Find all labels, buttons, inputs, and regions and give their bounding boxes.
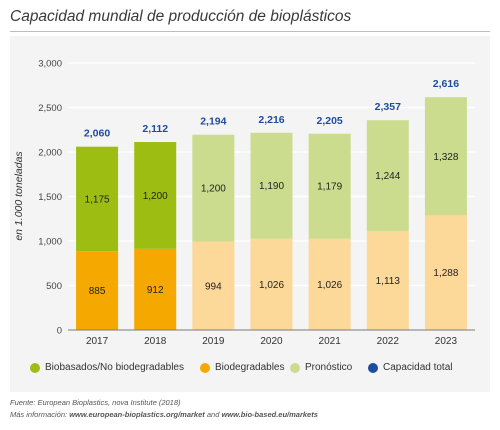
bar-biobased bbox=[192, 134, 235, 242]
data-label-total: 2,357 bbox=[375, 101, 401, 113]
data-label-biodegradables: 1,288 bbox=[433, 268, 458, 279]
chart-title: Capacidad mundial de producción de biopl… bbox=[10, 8, 352, 25]
legend-label: Capacidad total bbox=[383, 362, 453, 373]
title-divider bbox=[10, 31, 490, 32]
x-tick-label: 2020 bbox=[260, 336, 283, 347]
data-label-biobased: 1,190 bbox=[259, 181, 284, 192]
y-tick-label: 1,000 bbox=[38, 237, 62, 248]
bar-biodegradables bbox=[424, 215, 467, 330]
bar-biobased bbox=[76, 146, 119, 252]
bar-biobased bbox=[308, 133, 351, 239]
source-note: Fuente: European Bioplastics, nova Insti… bbox=[10, 398, 181, 407]
data-label-biodegradables: 885 bbox=[89, 286, 106, 297]
bar-biobased bbox=[424, 97, 467, 216]
legend-label: Biodegradables bbox=[215, 362, 285, 373]
y-tick-label: 500 bbox=[46, 281, 62, 292]
data-label-biodegradables: 912 bbox=[147, 285, 164, 296]
bar-biobased bbox=[250, 132, 293, 239]
data-label-biodegradables: 1,113 bbox=[376, 276, 401, 287]
y-tick-label: 0 bbox=[57, 326, 62, 337]
bar-biodegradables bbox=[76, 251, 119, 330]
x-tick-label: 2019 bbox=[202, 336, 225, 347]
chart-legend: Biobasados/No biodegradables Biodegradab… bbox=[30, 362, 480, 380]
data-label-biobased: 1,175 bbox=[85, 194, 110, 205]
data-label-biodegradables: 994 bbox=[205, 281, 222, 292]
y-tick-label: 2,500 bbox=[38, 103, 62, 114]
bar-biodegradables bbox=[250, 238, 293, 330]
data-label-total: 2,060 bbox=[84, 128, 110, 140]
legend-swatch bbox=[200, 362, 210, 373]
legend-item-biodegradable: Biodegradables bbox=[200, 362, 285, 373]
bar-biodegradables bbox=[192, 241, 235, 330]
data-label-total: 2,112 bbox=[142, 123, 168, 135]
legend-swatch bbox=[368, 362, 378, 373]
data-label-biobased: 1,200 bbox=[143, 191, 168, 202]
data-label-biodegradables: 1,026 bbox=[259, 280, 284, 291]
and-text: and bbox=[204, 410, 222, 419]
data-label-biobased: 1,328 bbox=[433, 152, 458, 163]
bar-biodegradables bbox=[366, 230, 409, 330]
legend-item-forecast: Pronóstico bbox=[290, 362, 352, 373]
legend-item-biobased: Biobasados/No biodegradables bbox=[30, 362, 184, 373]
x-tick-label: 2021 bbox=[319, 336, 342, 347]
y-tick-label: 1,500 bbox=[38, 192, 62, 203]
legend-label: Pronóstico bbox=[305, 362, 353, 373]
more-info-note: Más información: www.european-bioplastic… bbox=[10, 410, 318, 419]
x-tick-label: 2022 bbox=[377, 336, 400, 347]
data-label-total: 2,205 bbox=[317, 115, 343, 127]
x-tick-label: 2017 bbox=[86, 336, 109, 347]
x-tick-label: 2018 bbox=[144, 336, 167, 347]
x-tick-label: 2023 bbox=[435, 336, 458, 347]
bar-biodegradables bbox=[308, 238, 351, 330]
data-label-total: 2,216 bbox=[258, 114, 284, 126]
y-axis-label: en 1.000 toneladas bbox=[13, 151, 25, 241]
link-european-bioplastics[interactable]: www.european-bioplastics.org/market bbox=[69, 410, 205, 419]
link-bio-based[interactable]: www.bio-based.eu/markets bbox=[221, 410, 318, 419]
legend-label: Biobasados/No biodegradables bbox=[45, 362, 184, 373]
more-info-prefix: Más información: bbox=[10, 410, 70, 419]
data-label-biodegradables: 1,026 bbox=[317, 280, 342, 291]
legend-item-total: Capacidad total bbox=[368, 362, 453, 373]
bar-biodegradables bbox=[134, 248, 177, 330]
data-label-biobased: 1,179 bbox=[317, 182, 342, 193]
data-label-total: 2,194 bbox=[200, 116, 226, 128]
data-label-total: 2,616 bbox=[433, 78, 459, 90]
legend-swatch bbox=[30, 362, 40, 373]
bar-biobased bbox=[366, 120, 409, 231]
legend-swatch bbox=[290, 362, 300, 373]
y-tick-label: 2,000 bbox=[38, 148, 62, 159]
y-tick-label: 3,000 bbox=[38, 59, 62, 70]
bar-biobased bbox=[134, 142, 177, 249]
data-label-biobased: 1,244 bbox=[375, 171, 400, 182]
data-label-biobased: 1,200 bbox=[201, 184, 226, 195]
